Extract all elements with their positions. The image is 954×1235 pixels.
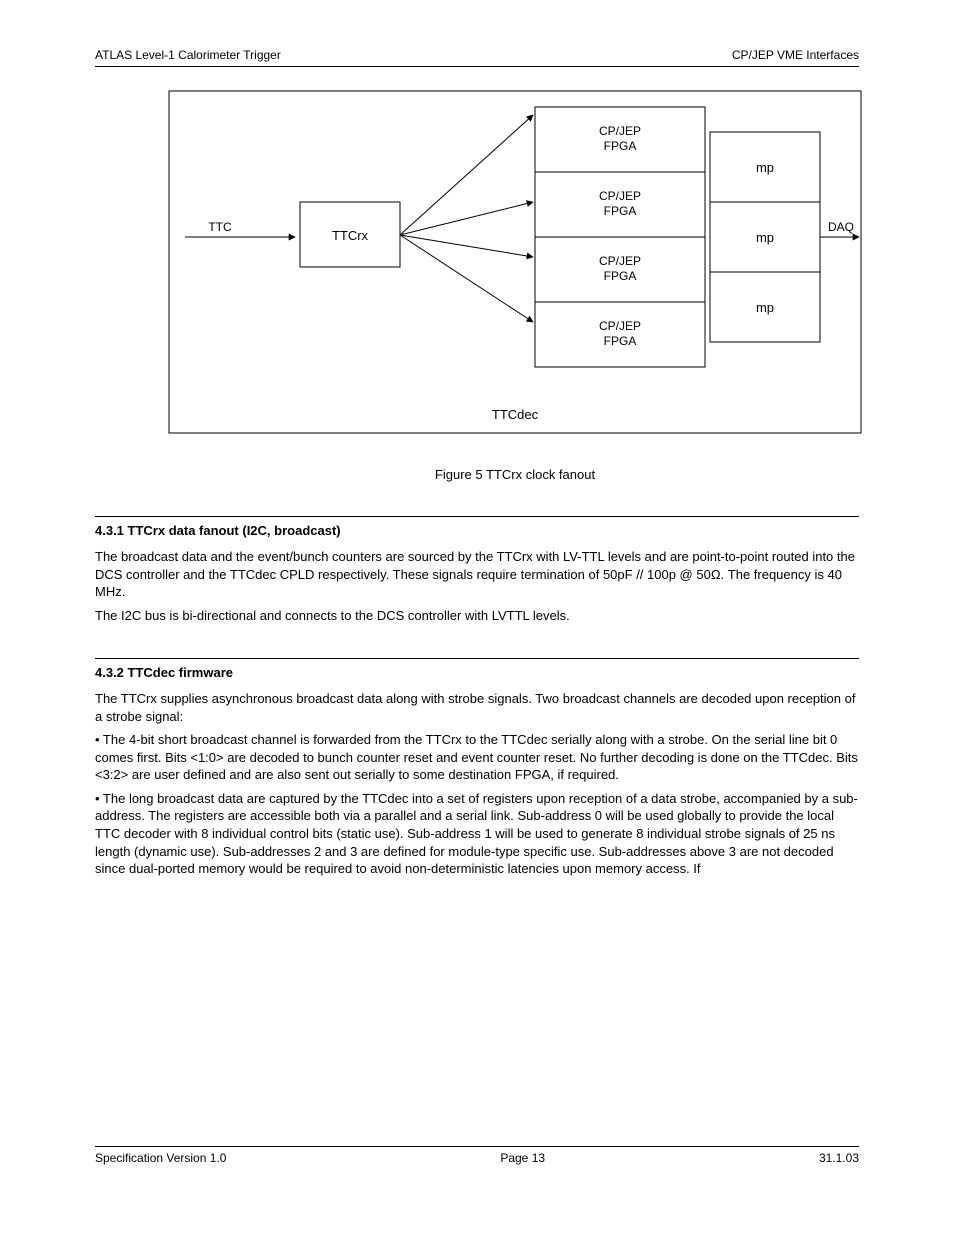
body-432: The TTCrx supplies asynchronous broadcas… — [95, 690, 859, 877]
content-area: ATLAS Level-1 Calorimeter Trigger CP/JEP… — [95, 48, 859, 884]
svg-text:FPGA: FPGA — [604, 139, 637, 153]
footer: Specification Version 1.0 Page 13 31.1.0… — [95, 1146, 859, 1165]
bullet-432-1: • The 4-bit short broadcast channel is f… — [95, 731, 859, 784]
mux-stack: mp mp mp — [710, 132, 820, 342]
figure-wrap: TTCdec TTC TTCrx CP/JEP FPGA CP/JEP — [165, 87, 865, 482]
para-431-2: The I2C bus is bi-directional and connec… — [95, 607, 859, 625]
body-431: The broadcast data and the event/bunch c… — [95, 548, 859, 624]
header-row: ATLAS Level-1 Calorimeter Trigger CP/JEP… — [95, 48, 859, 62]
svg-text:mp: mp — [756, 300, 774, 315]
heading-432: 4.3.2 TTCdec firmware — [95, 665, 859, 680]
figure-caption: Figure 5 TTCrx clock fanout — [165, 467, 865, 482]
footer-rule — [95, 1146, 859, 1147]
ttc-fanout-diagram: TTCdec TTC TTCrx CP/JEP FPGA CP/JEP — [165, 87, 865, 437]
bullet-432-2: • The long broadcast data are captured b… — [95, 790, 859, 878]
heading-431: 4.3.1 TTCrx data fanout (I2C, broadcast) — [95, 523, 859, 538]
doc-subtitle: CP/JEP VME Interfaces — [732, 48, 859, 62]
svg-text:mp: mp — [756, 160, 774, 175]
svg-text:CP/JEP: CP/JEP — [599, 189, 641, 203]
ttc-input-label: TTC — [208, 220, 232, 234]
fpga-stack: CP/JEP FPGA CP/JEP FPGA CP/JEP FPGA CP/J… — [535, 107, 705, 367]
section-431: 4.3.1 TTCrx data fanout (I2C, broadcast) — [95, 516, 859, 538]
svg-text:CP/JEP: CP/JEP — [599, 124, 641, 138]
rule-above-432 — [95, 658, 859, 659]
svg-text:mp: mp — [756, 230, 774, 245]
para-432-1: The TTCrx supplies asynchronous broadcas… — [95, 690, 859, 725]
header-rule — [95, 66, 859, 67]
svg-text:FPGA: FPGA — [604, 334, 637, 348]
svg-text:CP/JEP: CP/JEP — [599, 319, 641, 333]
doc-title: ATLAS Level-1 Calorimeter Trigger — [95, 48, 281, 62]
svg-text:FPGA: FPGA — [604, 269, 637, 283]
svg-text:FPGA: FPGA — [604, 204, 637, 218]
footer-center: Page 13 — [500, 1151, 545, 1165]
svg-text:CP/JEP: CP/JEP — [599, 254, 641, 268]
section-432: 4.3.2 TTCdec firmware — [95, 658, 859, 680]
ttcdec-label: TTCdec — [492, 407, 539, 422]
footer-left: Specification Version 1.0 — [95, 1151, 226, 1165]
para-431-1: The broadcast data and the event/bunch c… — [95, 548, 859, 601]
rule-above-431 — [95, 516, 859, 517]
daq-output-label: DAQ — [828, 220, 854, 234]
page: ATLAS Level-1 Calorimeter Trigger CP/JEP… — [0, 0, 954, 1235]
ttcrx-label: TTCrx — [332, 228, 369, 243]
footer-right: 31.1.03 — [819, 1151, 859, 1165]
